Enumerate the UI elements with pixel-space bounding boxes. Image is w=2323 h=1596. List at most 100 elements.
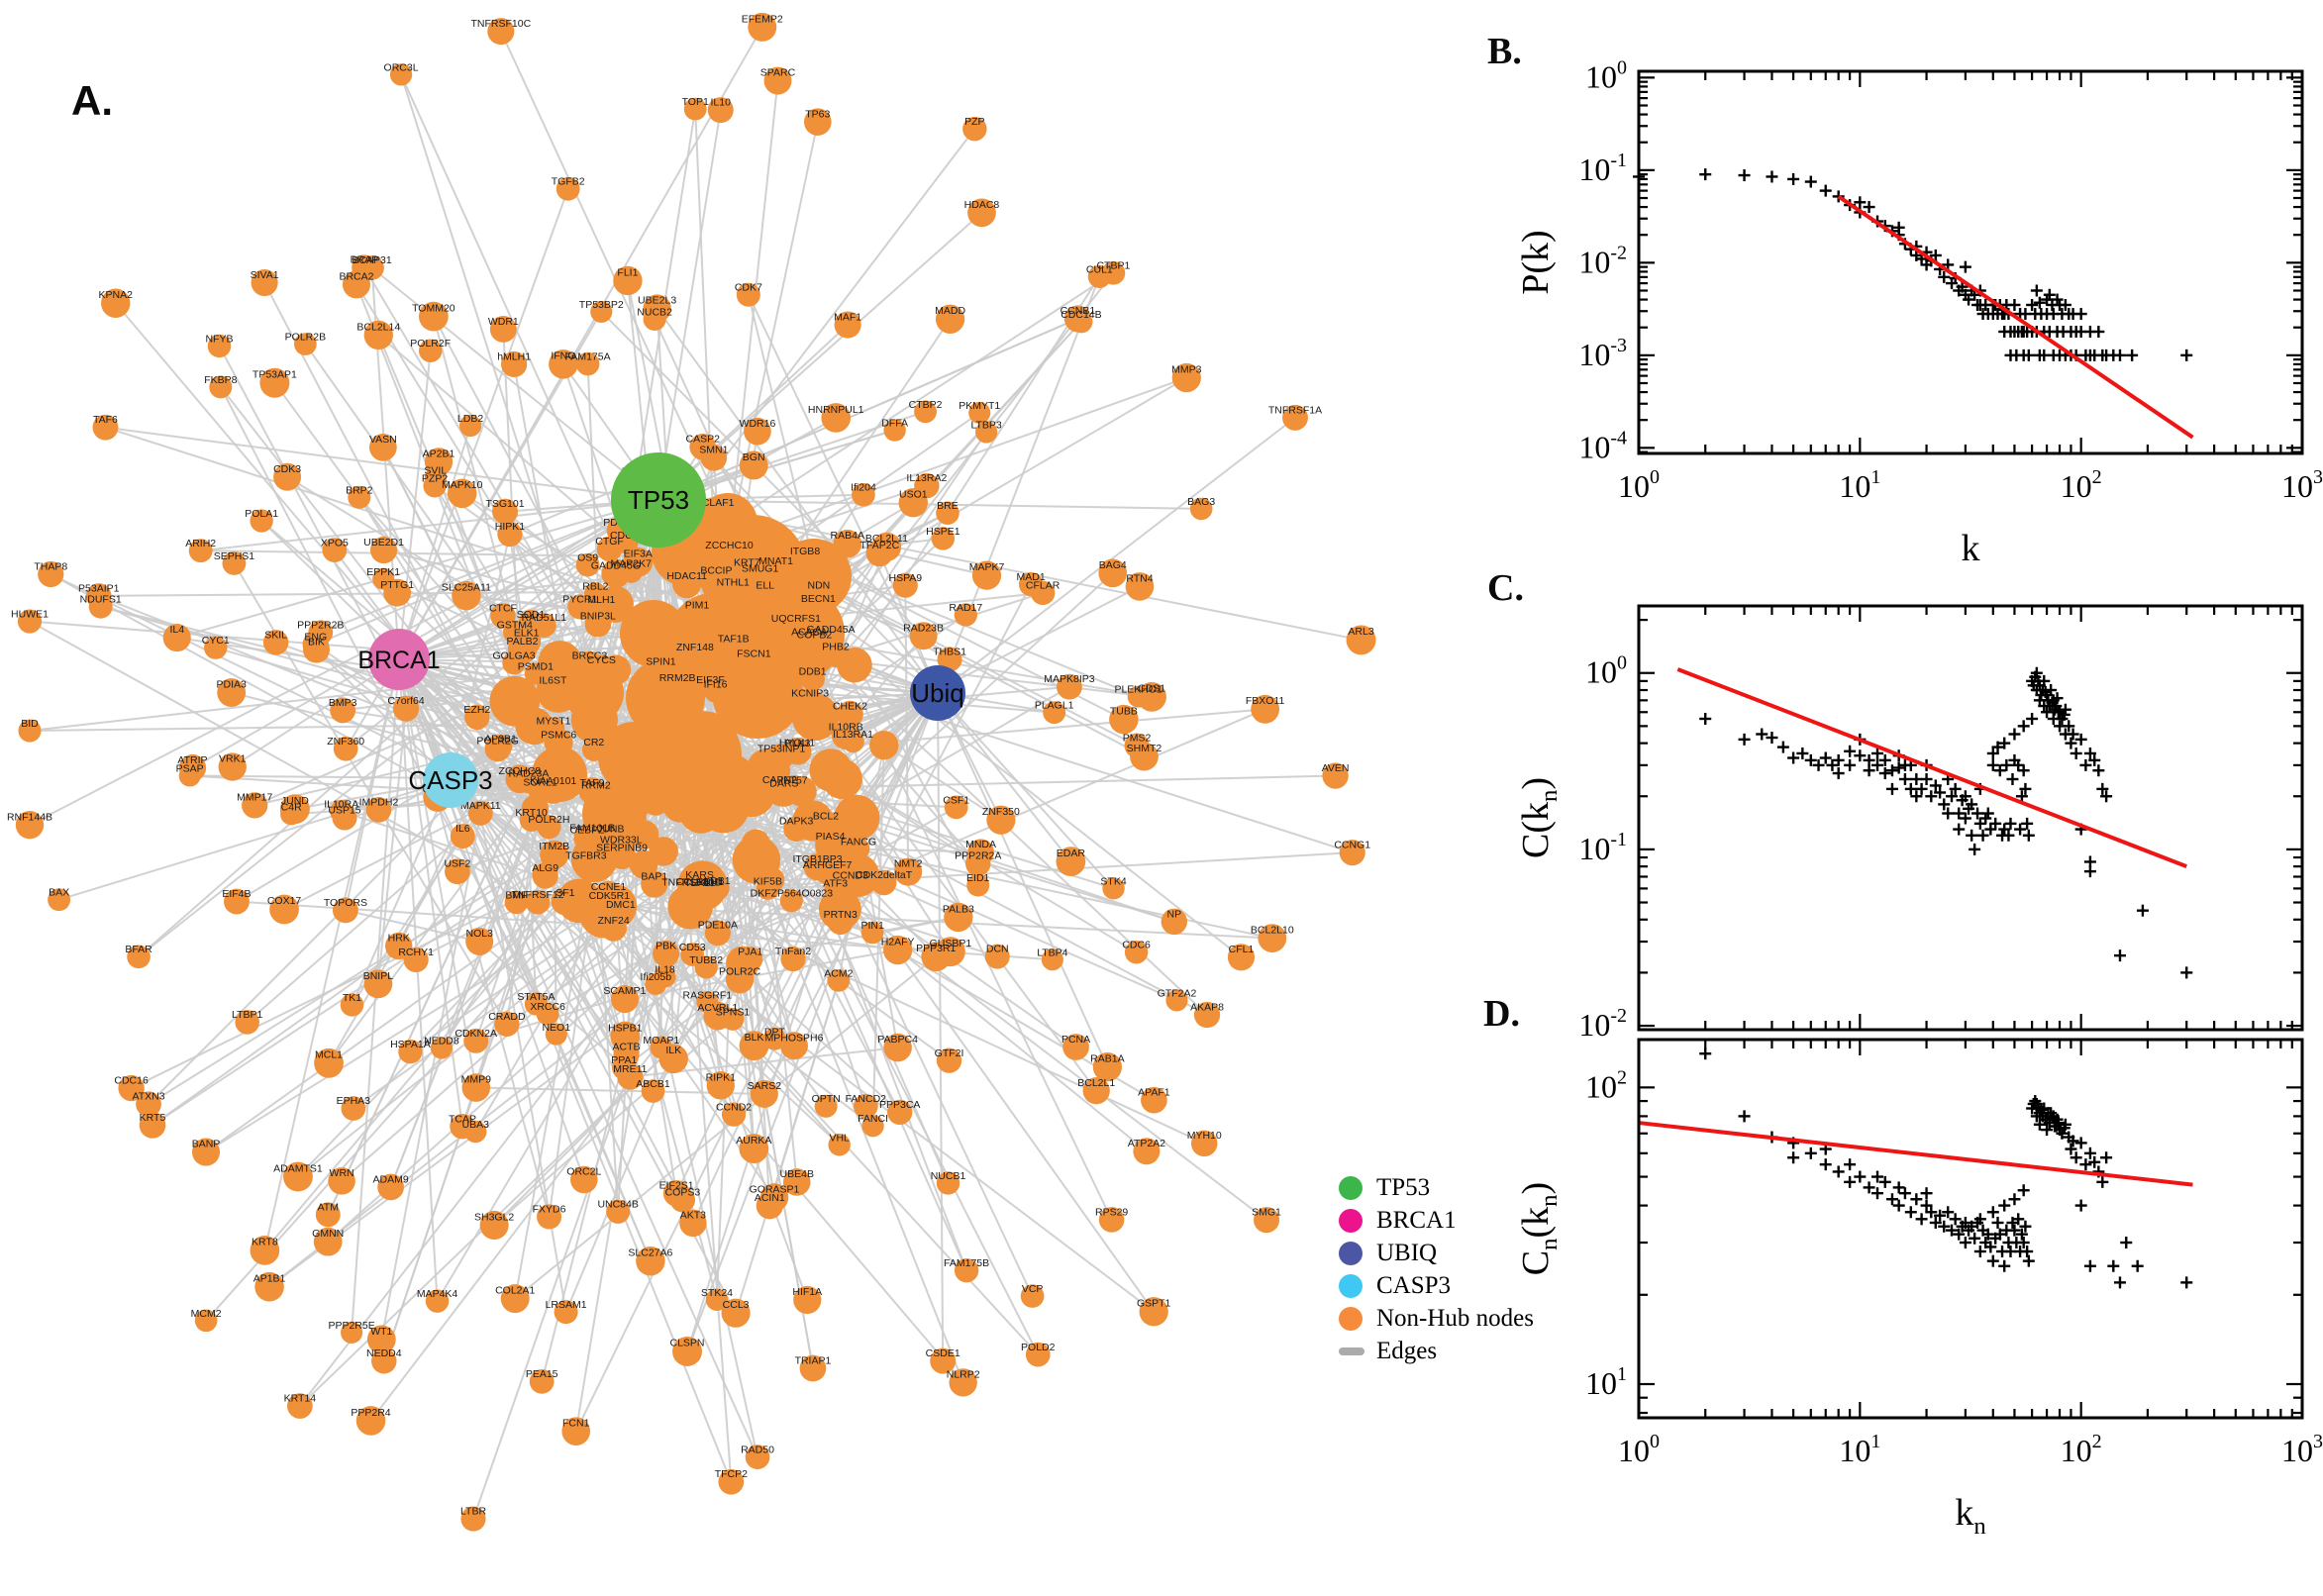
network-node-label: HNRNPUL1 (808, 404, 864, 416)
network-node (677, 860, 728, 911)
x-tick-label: 102 (2061, 466, 2102, 504)
network-node (207, 334, 232, 358)
network-node (610, 985, 640, 1014)
network-node-label: ELL (756, 580, 774, 592)
network-node (792, 546, 818, 571)
network-node-label: TUBB2 (689, 954, 723, 966)
network-node-label: USF2 (444, 858, 470, 870)
network-node-label: IL10RB (829, 722, 863, 734)
network-node (1258, 924, 1287, 952)
network-node (834, 311, 861, 339)
network-node-label: C7orf64 (387, 695, 425, 707)
network-node-label: TOMM20 (412, 302, 455, 314)
network-node (467, 800, 493, 826)
legend-item-tp53: TP53 (1339, 1171, 1534, 1204)
network-node-label: DARS (769, 778, 798, 790)
network-node (944, 902, 973, 933)
network-node (430, 1037, 454, 1059)
network-node (758, 666, 792, 701)
network-node-label: MYST1 (537, 715, 571, 727)
network-node-label: MMP9 (461, 1074, 491, 1086)
network-node-label: CEBPZ (570, 825, 606, 837)
network-node-label: HIF1A (792, 1286, 822, 1298)
network-node (786, 775, 817, 807)
network-node-label: CD53 (679, 942, 706, 953)
network-node (677, 768, 728, 819)
network-node-label: LDB2 (457, 413, 483, 425)
network-node-label: SMN1 (699, 445, 728, 456)
network-node (18, 719, 42, 743)
network-node-label: STK4 (1100, 875, 1126, 887)
fit-line (1638, 1121, 2193, 1187)
network-node-label: IL6ST (539, 674, 567, 686)
hub-node-label-ubiq: Ubiq (911, 678, 963, 708)
network-node-label: ADAMTS1 (273, 1162, 323, 1174)
network-node (937, 647, 962, 672)
network-node (704, 920, 731, 947)
network-node (696, 991, 719, 1014)
network-node-label: BID (21, 718, 39, 730)
network-node (461, 1073, 491, 1102)
network-node-label: BAG3 (1187, 496, 1215, 508)
network-node-label: ADAM9 (373, 1173, 409, 1185)
network-node (672, 569, 702, 599)
network-node (269, 894, 299, 925)
network-node-label: PRTN3 (824, 909, 858, 921)
network-node-label: THAP8 (34, 560, 67, 572)
network-node-label: LRSAM1 (546, 1299, 587, 1311)
network-node-label: USP15 (328, 805, 360, 817)
network-node-label: ZNF350 (982, 806, 1020, 818)
network-node-label: LDB1 (704, 875, 730, 887)
network-node-label: PTTG1 (380, 579, 414, 591)
network-node-label: PBK (656, 941, 676, 952)
network-node-label: CCNE1 (591, 881, 627, 893)
network-node (500, 1284, 530, 1314)
network-node (217, 678, 247, 707)
network-node (1069, 310, 1093, 334)
y-tick-label: 10-1 (1578, 829, 1627, 866)
network-node (554, 1300, 578, 1325)
network-node-label: NP (1167, 908, 1182, 920)
network-node-label: CTBP1 (1096, 260, 1130, 272)
network-node (518, 609, 544, 635)
network-node-label: SPARC (760, 67, 796, 79)
network-node (827, 969, 851, 992)
network-node (613, 265, 643, 296)
network-node (745, 1445, 770, 1469)
network-node (315, 1202, 341, 1228)
network-node-label: DMC1 (606, 899, 636, 911)
network-node (836, 853, 880, 898)
network-node (930, 1347, 957, 1374)
network-node-label: LTBR (460, 1506, 486, 1518)
network-node (1161, 908, 1188, 936)
network-node-label: CRADD (488, 1011, 526, 1023)
network-node-label: GORASP1 (750, 1183, 800, 1195)
network-node (782, 1168, 811, 1196)
network-node (944, 795, 968, 820)
network-node-label: FAM175A (565, 350, 611, 362)
network-node (643, 307, 666, 332)
network-node (162, 624, 191, 652)
legend-swatch-edges (1339, 1347, 1364, 1355)
network-node (1062, 1034, 1089, 1060)
network-node (1025, 1342, 1051, 1367)
network-node-label: MAD1 (1017, 571, 1046, 583)
network-node-label: GMNN (312, 1228, 344, 1240)
network-node (583, 690, 617, 724)
network-node (649, 837, 678, 866)
network-node-label: BAG4 (1099, 559, 1127, 571)
legend-swatch-non-hub-nodes (1339, 1306, 1363, 1331)
network-node-label: CDC6 (1122, 940, 1151, 951)
network-node-label: BNIP3L (580, 611, 616, 623)
network-node (800, 666, 825, 692)
network-node-label: WT1 (370, 1326, 392, 1338)
network-node (883, 419, 906, 442)
network-node-label: DCN (986, 944, 1009, 955)
network-node (584, 781, 608, 804)
network-node-label: TSG101 (485, 498, 524, 510)
x-tick-label: 100 (1618, 466, 1660, 504)
network-node (365, 797, 392, 823)
network-node (1109, 704, 1139, 735)
network-node (313, 1227, 343, 1256)
network-node (1339, 840, 1365, 866)
